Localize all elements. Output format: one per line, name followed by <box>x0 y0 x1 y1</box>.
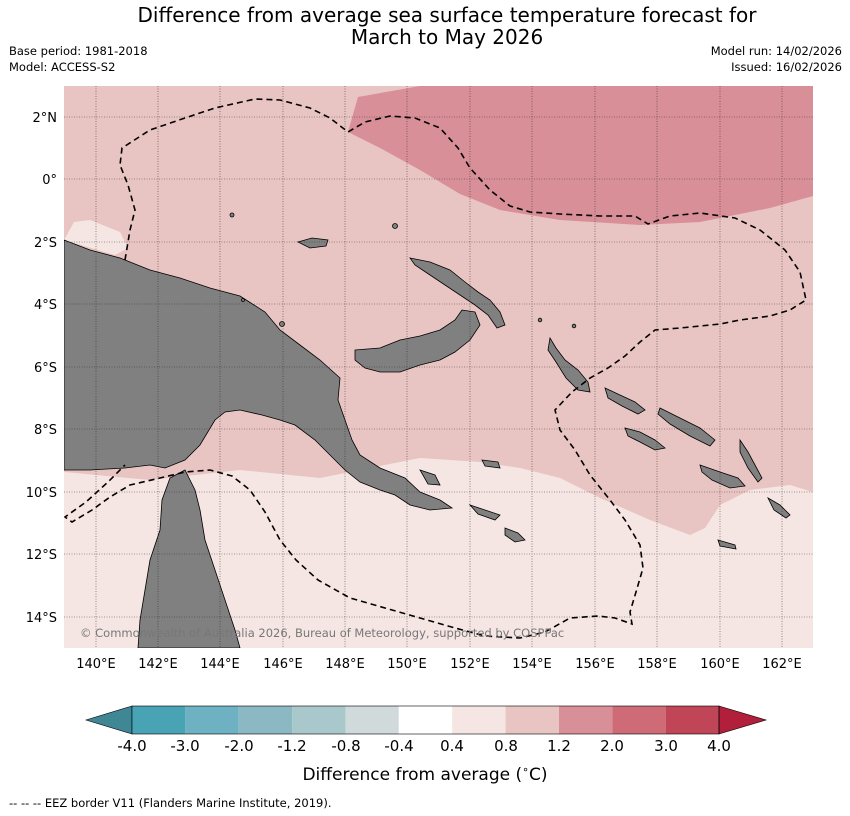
guadalcanal-island <box>699 464 746 489</box>
colorbar-label-text: Difference from average ( <box>302 765 522 785</box>
cape-york-peninsula <box>137 469 241 648</box>
anomaly-zone-0-4-0-8-south <box>64 458 813 648</box>
colorbar-tick-label: 0.4 <box>440 737 464 755</box>
colorbar-tick-label: -4.0 <box>117 737 146 755</box>
base-period: Base period: 1981-2018 <box>9 44 148 58</box>
colorbar-label-unit: C) <box>529 765 548 785</box>
lon-label: 156°E <box>575 657 615 672</box>
title-line-2: March to May 2026 <box>350 25 544 49</box>
islet-4 <box>537 317 543 323</box>
manus-island <box>296 237 329 249</box>
lat-label: 8°S <box>34 423 57 438</box>
lat-label: 2°S <box>34 236 57 251</box>
colorbar-tick-label: -1.2 <box>277 737 306 755</box>
colorbar-tick-label: 4.0 <box>707 737 731 755</box>
islet-6 <box>241 298 245 302</box>
colorbar-cell <box>558 706 613 734</box>
choiseul-island <box>604 387 646 415</box>
colorbar: -4.0 -3.0 -2.0 -1.2 -0.8 -0.4 0.4 0.8 1.… <box>84 705 768 785</box>
colorbar-cell <box>505 706 559 734</box>
model-name: Model: ACCESS-S2 <box>9 60 116 74</box>
colorbar-label-degree: ∘ <box>522 763 529 776</box>
colorbar-cell <box>132 706 186 734</box>
lon-label: 160°E <box>700 657 740 672</box>
colorbar-tick-label: 3.0 <box>654 737 678 755</box>
map-panel: © Commonwealth of Australia 2026, Bureau… <box>64 86 813 648</box>
colorbar-label: Difference from average (∘C) <box>302 763 547 785</box>
colorbar-cell <box>185 706 239 734</box>
eez-legend-note: -- -- -- EEZ border V11 (Flanders Marine… <box>9 796 332 810</box>
copyright-text: © Commonwealth of Australia 2026, Bureau… <box>80 626 564 640</box>
map-title: Difference from average sea surface temp… <box>0 4 850 48</box>
issued-date: Issued: 16/02/2026 <box>731 60 842 74</box>
santa-isabel-island <box>657 407 716 447</box>
colorbar-tick-label: -2.0 <box>224 737 253 755</box>
lon-label: 150°E <box>387 657 427 672</box>
anomaly-zone-0-4-0-8-west <box>64 220 128 255</box>
lat-label: 2°N <box>33 111 58 126</box>
lon-label: 148°E <box>325 657 365 672</box>
colorbar-extend-high <box>718 705 768 735</box>
colorbar-cell <box>612 706 666 734</box>
lon-label: 152°E <box>450 657 490 672</box>
lat-axis: 2°N 0° 2°S 4°S 6°S 8°S 10°S 12°S 14°S <box>26 111 57 626</box>
colorbar-tick-label: -0.8 <box>331 737 360 755</box>
colorbar-cell <box>398 706 453 734</box>
colorbar-cell <box>665 706 719 734</box>
colorbar-tick-label: -0.4 <box>384 737 413 755</box>
colorbar-tick-label: 1.2 <box>547 737 571 755</box>
lat-label: 4°S <box>34 298 57 313</box>
malaita-island <box>739 438 763 483</box>
louisiade-island-2 <box>504 527 526 543</box>
colorbar-tick-label: 2.0 <box>600 737 624 755</box>
lon-label: 142°E <box>138 657 178 672</box>
new-ireland-island <box>409 257 506 329</box>
lon-label: 154°E <box>512 657 552 672</box>
lat-label: 0° <box>42 173 57 188</box>
model-run: Model run: 14/02/2026 <box>710 44 842 58</box>
meta-right: Model run: 14/02/2026 Issued: 16/02/2026 <box>711 43 842 75</box>
lat-label: 6°S <box>34 361 57 376</box>
graticule <box>64 86 813 648</box>
bougainville-island <box>547 336 591 393</box>
anomaly-zone-1-2-2-0 <box>348 86 813 225</box>
islet-1 <box>229 212 235 218</box>
lon-label: 162°E <box>762 657 802 672</box>
rennell-island <box>717 539 737 550</box>
colorbar-cell <box>452 706 506 734</box>
colorbar-tick-label: 0.8 <box>494 737 518 755</box>
colorbar-cell <box>238 706 293 734</box>
colorbar-cell <box>345 706 399 734</box>
lon-label: 144°E <box>200 657 240 672</box>
colorbar-cells <box>84 705 768 735</box>
lat-label: 12°S <box>26 548 57 563</box>
colorbar-frame <box>131 705 720 735</box>
new-guinea-island <box>64 239 454 511</box>
louisiade-island-1 <box>468 504 501 521</box>
colorbar-tick-label: -3.0 <box>170 737 199 755</box>
colorbar-ticks: -4.0 -3.0 -2.0 -1.2 -0.8 -0.4 0.4 0.8 1.… <box>117 737 731 755</box>
new-britain-island <box>354 309 481 373</box>
title-line-1: Difference from average sea surface temp… <box>137 3 757 27</box>
lat-label: 14°S <box>26 611 57 626</box>
eez-borders <box>64 98 807 639</box>
colorbar-cell <box>292 706 346 734</box>
trobriand-island <box>481 459 501 469</box>
new-georgia-island <box>624 427 666 451</box>
land <box>64 212 791 648</box>
dentrecasteaux-island <box>419 469 441 486</box>
lon-label: 158°E <box>637 657 677 672</box>
lon-axis: 140°E 142°E 144°E 146°E 148°E 150°E 152°… <box>76 657 802 672</box>
islet-2 <box>392 223 398 229</box>
makira-island <box>767 496 791 519</box>
colorbar-extend-low <box>84 705 133 735</box>
meta-left: Base period: 1981-2018 Model: ACCESS-S2 <box>9 43 148 75</box>
islet-5 <box>571 323 577 329</box>
islet-3 <box>279 321 285 327</box>
lon-label: 146°E <box>263 657 303 672</box>
lat-label: 10°S <box>26 486 57 501</box>
lon-label: 140°E <box>76 657 116 672</box>
